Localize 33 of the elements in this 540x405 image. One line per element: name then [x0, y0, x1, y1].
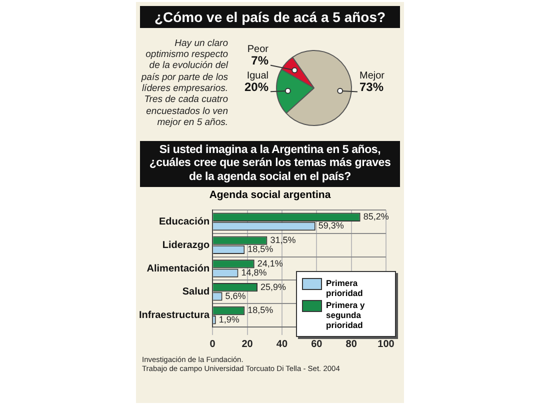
- legend-label: Primera y segunda prioridad: [326, 300, 366, 330]
- slice-label: Mejor: [360, 70, 386, 82]
- slice-label: Peor: [247, 44, 270, 56]
- text: Hay un claro optimismo respecto de la evolución del país por parte de los líderes empresarios. Tres de cada cuatro encuestados lo ven mejor en 5 años.: [140, 38, 228, 129]
- x-tick-label: 40: [276, 338, 288, 350]
- data-label: 1,9%: [218, 314, 240, 324]
- data-label: 24,1%: [257, 258, 283, 268]
- y-tick-label: Educación: [159, 216, 210, 228]
- data-label: 59,3%: [318, 220, 344, 230]
- data-label: 85,2%: [363, 211, 389, 222]
- slice-label: Igual: [246, 70, 268, 82]
- data-label: 5,6%: [225, 290, 246, 301]
- data-label: 14,8%: [241, 267, 267, 278]
- x-tick-label: 20: [242, 338, 254, 350]
- x-tick-label: 0: [210, 338, 216, 350]
- legend-label: Primera prioridad: [326, 278, 364, 298]
- y-tick-label: Salud: [182, 286, 210, 298]
- y-tick-label: Liderazgo: [162, 240, 210, 251]
- data-label: 18,5%: [248, 244, 274, 254]
- data-label: 18,5%: [248, 304, 274, 315]
- chart-title: Si usted imagina a la Argentina en 5 años, ¿cuáles cree que serán los temas más graves de la agenda social en el país?: [140, 141, 400, 187]
- data-label: 31,5%: [270, 234, 296, 245]
- chart-subtitle: Agenda social argentina: [208, 188, 332, 201]
- x-tick-label: 100: [378, 338, 395, 350]
- data-label: 25,9%: [260, 282, 286, 292]
- chart-title: ¿Cómo ve el país de acá a 5 años?: [140, 6, 400, 28]
- data-label: 7%: [251, 54, 269, 68]
- y-tick-label: Alimentación: [146, 263, 210, 274]
- y-tick-label: Infraestructura: [139, 310, 210, 321]
- data-label: 73%: [360, 80, 384, 94]
- x-tick-label: 60: [311, 338, 323, 350]
- x-tick-label: 80: [346, 338, 358, 350]
- data-label: 20%: [244, 80, 269, 94]
